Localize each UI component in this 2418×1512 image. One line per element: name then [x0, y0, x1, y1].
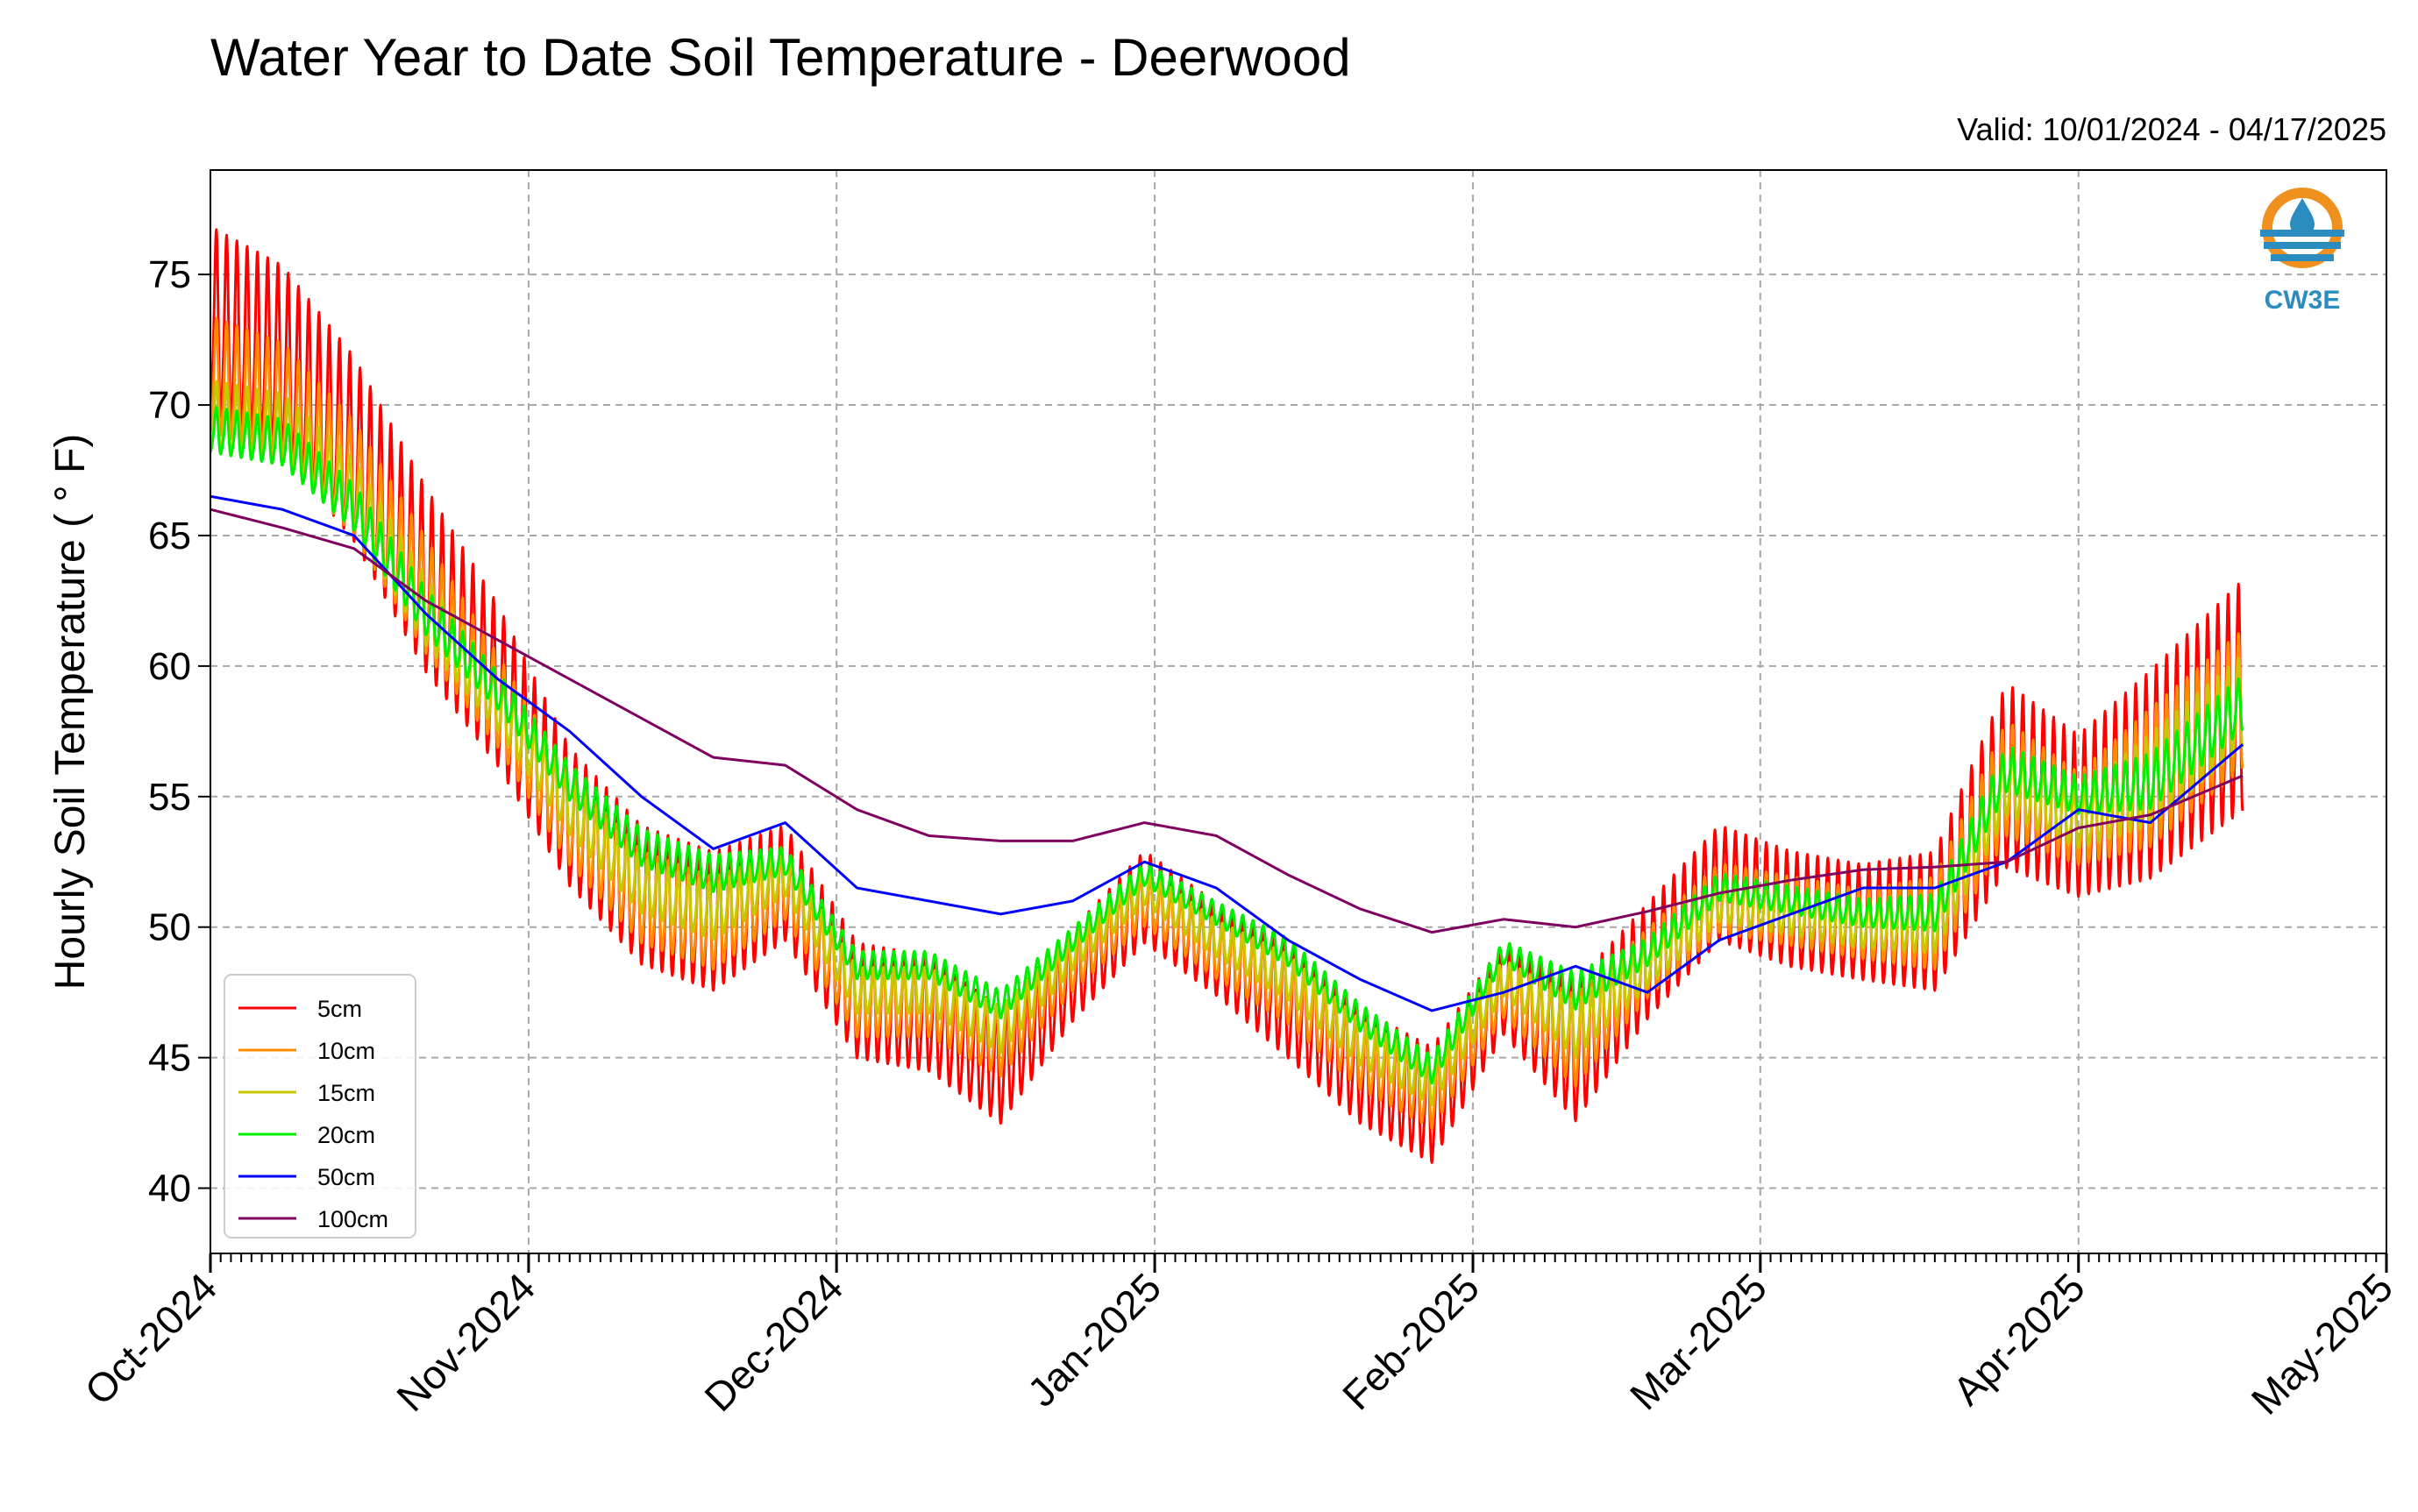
legend-label: 50cm — [317, 1164, 375, 1190]
series-line-10cm — [210, 316, 2244, 1130]
water-drop-icon — [2290, 198, 2315, 237]
chart-subtitle: Valid: 10/01/2024 - 04/17/2025 — [1957, 111, 2386, 147]
legend: 5cm 10cm 15cm 20cm 50cm 100cm — [224, 974, 416, 1239]
logo-wave-band-3 — [2271, 254, 2334, 261]
logo-text: CW3E — [2265, 286, 2341, 315]
legend-label: 100cm — [317, 1206, 388, 1232]
y-tick-label: 65 — [148, 515, 191, 557]
y-tick-label: 60 — [148, 645, 191, 688]
y-tick-label: 45 — [148, 1037, 191, 1080]
y-tick-label: 75 — [148, 253, 191, 296]
logo-wave-band-2 — [2264, 242, 2341, 249]
legend-label: 20cm — [317, 1122, 375, 1148]
legend-label: 10cm — [317, 1038, 375, 1064]
series-line-15cm — [210, 380, 2244, 1106]
y-tick-label: 50 — [148, 906, 191, 949]
axis-ticks — [198, 273, 2388, 1273]
series-lines — [210, 228, 2244, 1164]
legend-label: 15cm — [317, 1080, 375, 1106]
series-line-100cm — [210, 508, 2244, 934]
y-tick-label: 55 — [148, 776, 191, 819]
legend-box — [224, 974, 416, 1239]
series-line-20cm — [210, 405, 2244, 1085]
y-tick-label: 70 — [148, 384, 191, 427]
chart-title: Water Year to Date Soil Temperature - De… — [210, 28, 1351, 87]
legend-label: 5cm — [317, 996, 362, 1022]
y-axis-label: Hourly Soil Temperature ( ° F) — [47, 434, 94, 990]
series-line-5cm — [210, 228, 2244, 1164]
y-tick-label: 40 — [148, 1168, 191, 1210]
y-axis-tick-labels: 40 45 50 55 60 65 70 75 — [148, 253, 191, 1210]
cw3e-logo: CW3E — [2260, 188, 2344, 315]
series-line-50cm — [210, 494, 2244, 1012]
